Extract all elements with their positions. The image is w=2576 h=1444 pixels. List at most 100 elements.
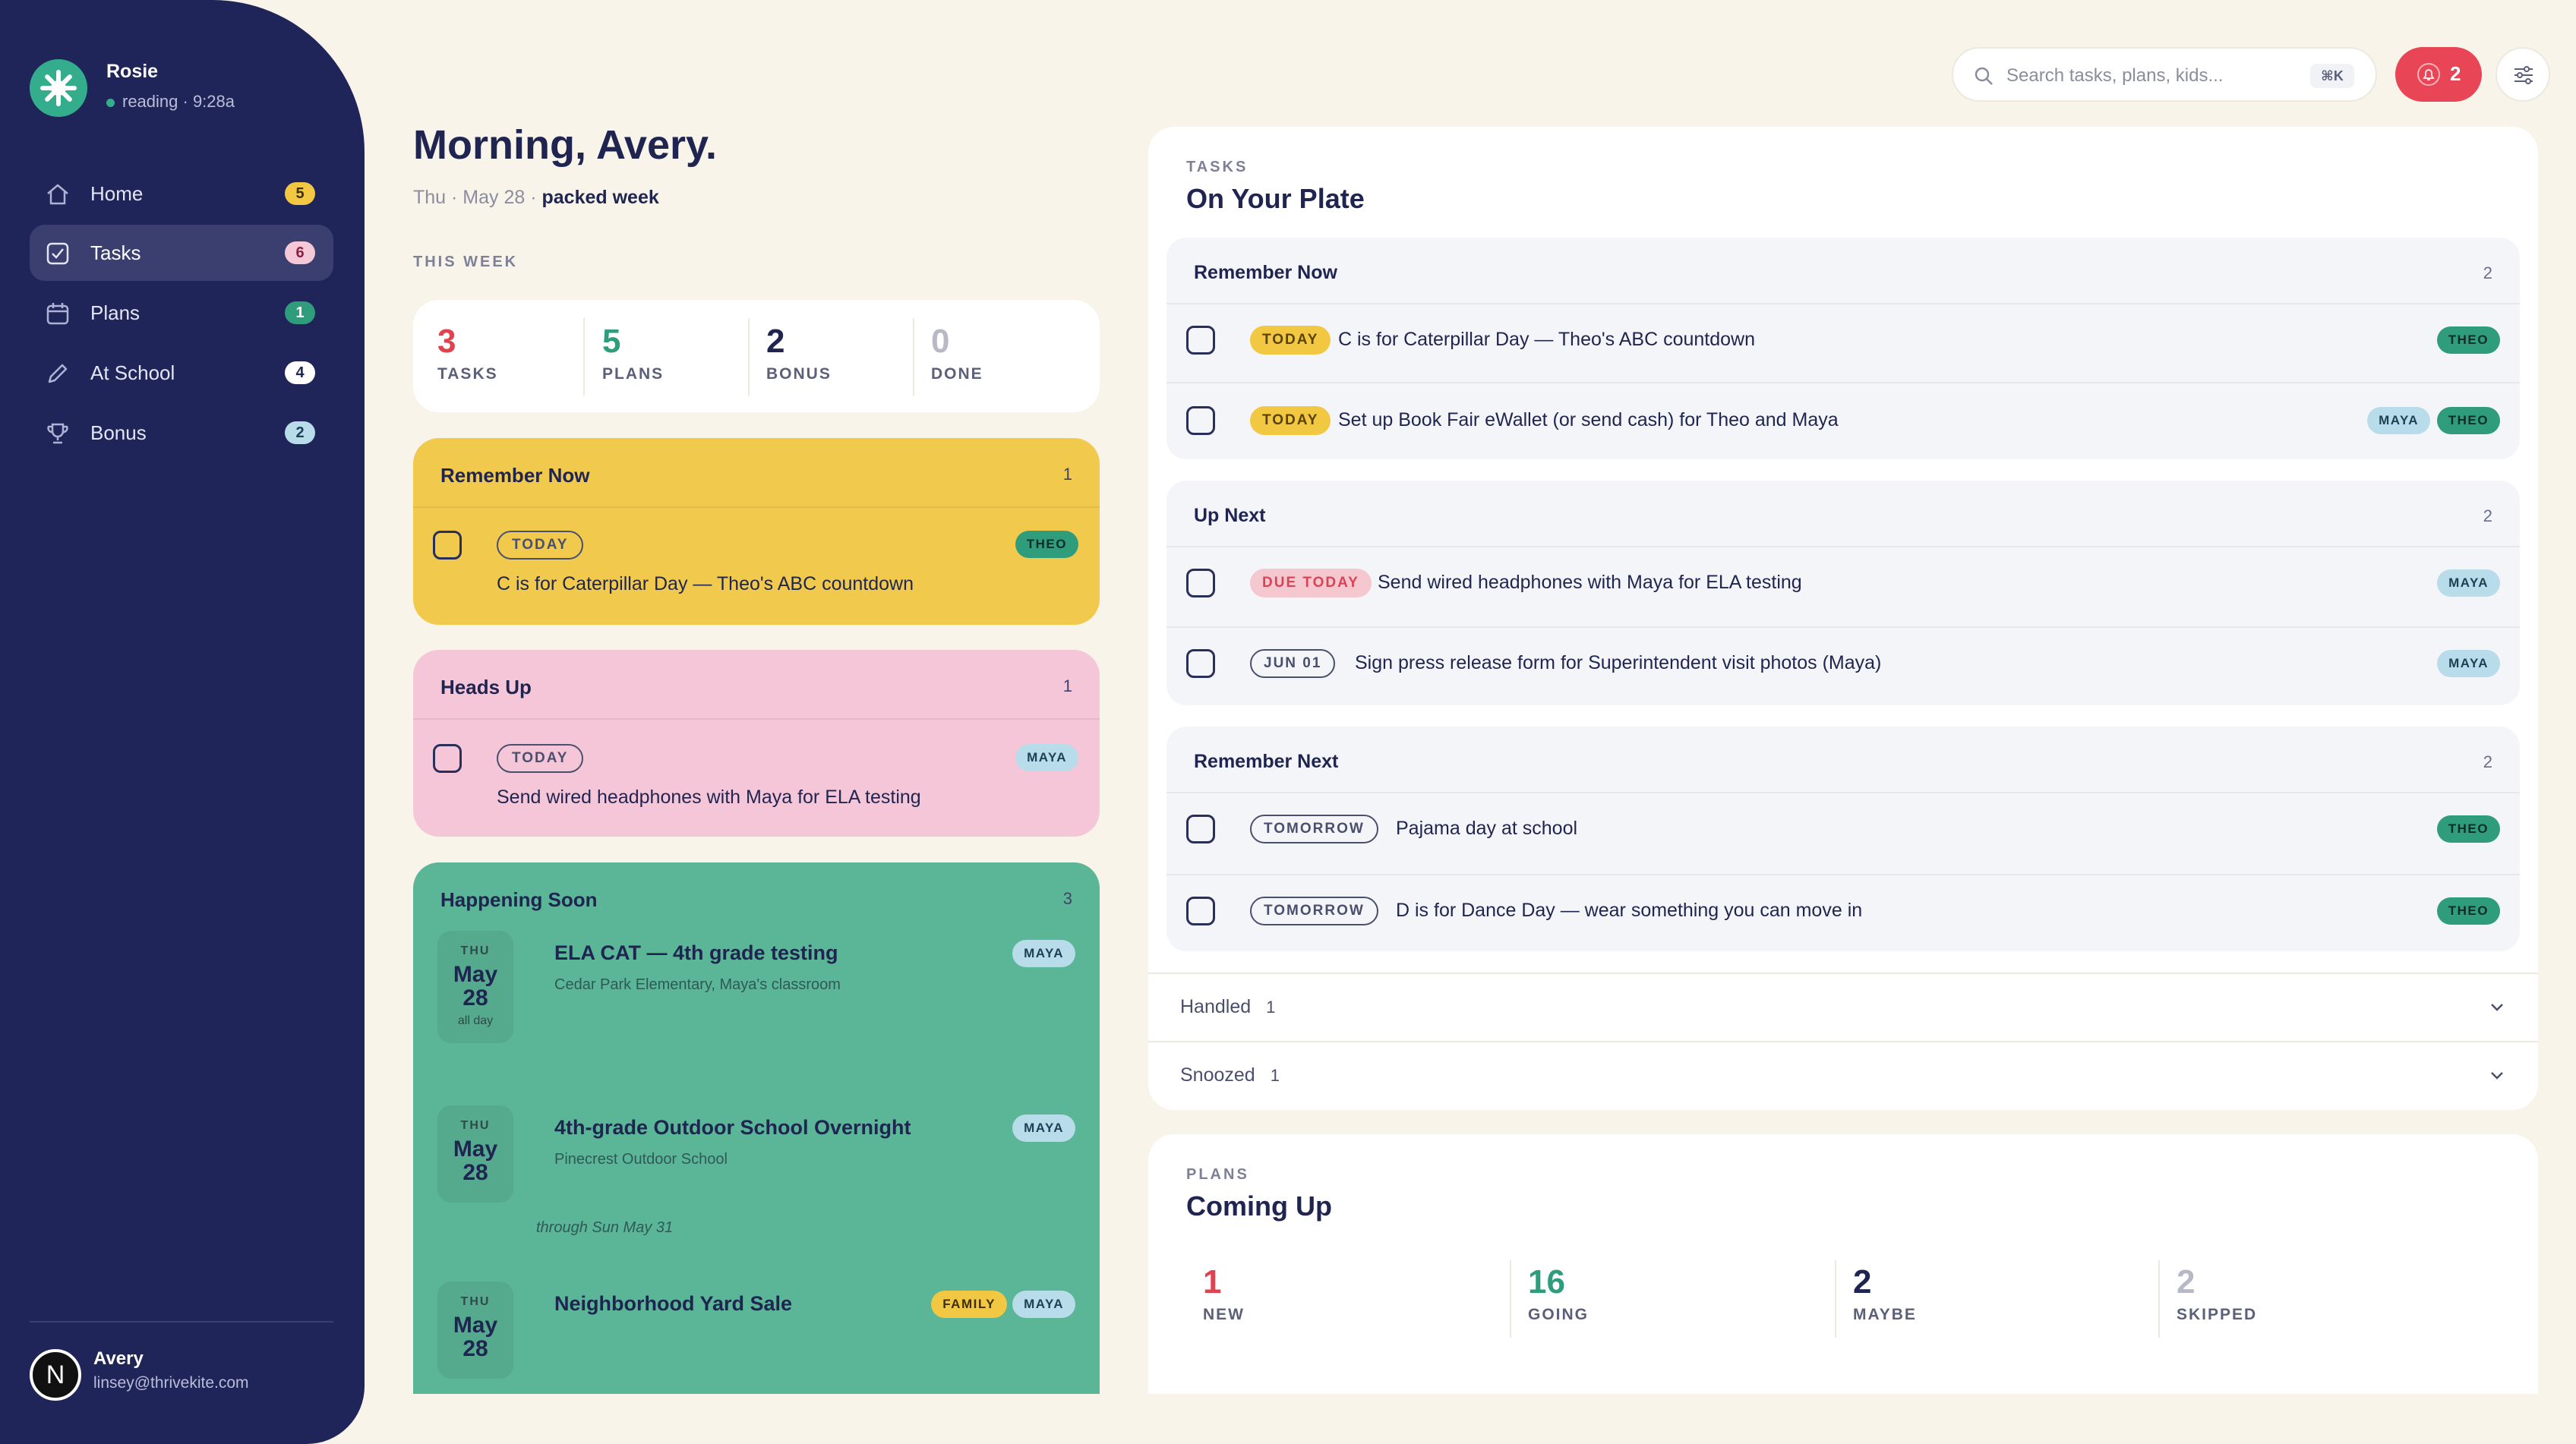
plan-stat-skipped[interactable]: 2 SKIPPED [2177, 1263, 2257, 1324]
task-text[interactable]: C is for Caterpillar Day — Theo's ABC co… [1338, 329, 1755, 350]
filter-button[interactable] [2496, 47, 2550, 102]
event-title: 4th-grade Outdoor School Overnight [554, 1116, 911, 1139]
task-text[interactable]: Send wired headphones with Maya for ELA … [497, 787, 921, 808]
task-text[interactable]: Set up Book Fair eWallet (or send cash) … [1338, 409, 1839, 430]
online-dot-icon [106, 98, 115, 107]
kid-tag-theo: THEO [2436, 815, 2500, 843]
search-placeholder: Search tasks, plans, kids... [2006, 65, 2224, 86]
task-checkbox[interactable] [1186, 326, 1215, 355]
kid-tag-family: FAMILY [931, 1291, 1007, 1318]
account-email: linsey@thrivekite.com [93, 1374, 249, 1392]
nav-count-badge: 2 [285, 421, 315, 444]
task-checkbox[interactable] [433, 744, 462, 773]
happening-soon-card: Happening Soon 3 THU May 28 all day ELA … [413, 862, 1100, 1394]
handled-row[interactable]: Handled 1 [1180, 996, 1275, 1018]
event-item[interactable]: THU May 28 all day ELA CAT — 4th grade t… [413, 931, 1100, 1090]
chevron-down-icon[interactable] [2488, 1066, 2506, 1084]
event-month: May [453, 962, 498, 987]
event-day: 28 [462, 985, 488, 1010]
nav-item-plans[interactable]: Plans 1 [30, 285, 333, 341]
kid-tag-theo: THEO [2436, 326, 2500, 354]
task-text[interactable]: Sign press release form for Superintende… [1355, 652, 1882, 673]
task-checkbox[interactable] [1186, 649, 1215, 678]
row-divider [1166, 382, 2520, 383]
greeting-subtitle: Thu · May 28 · packed week [413, 187, 659, 209]
avatar[interactable]: N [30, 1349, 81, 1401]
stat-plans[interactable]: 5 PLANS [602, 323, 664, 383]
divider [1148, 973, 2538, 974]
user-name: Rosie [106, 61, 159, 82]
chevron-down-icon[interactable] [2488, 998, 2506, 1016]
panel-eyebrow: TASKS [1186, 159, 1249, 175]
stat-number: 16 [1528, 1263, 1565, 1301]
nav-item-home[interactable]: Home 5 [30, 166, 333, 222]
stat-number: 2 [766, 323, 785, 360]
stat-number: 0 [931, 323, 950, 360]
event-date: THU May 28 [437, 1282, 513, 1379]
event-item[interactable]: THU May 28 Neighborhood Yard Sale FAMILY… [413, 1282, 1100, 1394]
starburst-icon [40, 70, 77, 106]
group-count: 2 [2483, 752, 2492, 771]
snoozed-count: 1 [1270, 1066, 1280, 1085]
event-title: ELA CAT — 4th grade testing [554, 941, 838, 964]
plan-stat-new[interactable]: 1 NEW [1203, 1263, 1245, 1324]
task-text[interactable]: Send wired headphones with Maya for ELA … [1378, 572, 1802, 593]
bell-icon [2417, 63, 2440, 86]
home-icon [47, 184, 68, 205]
group-count: 2 [2483, 506, 2492, 525]
task-text[interactable]: C is for Caterpillar Day — Theo's ABC co… [497, 573, 914, 594]
search-input[interactable]: Search tasks, plans, kids... ⌘K [1952, 47, 2377, 102]
account-name: Avery [93, 1348, 144, 1369]
event-dow: THU [460, 1119, 491, 1132]
group-title: Remember Next [1194, 751, 1339, 772]
notifications-button[interactable]: 2 [2395, 47, 2482, 102]
plan-stat-going[interactable]: 16 GOING [1528, 1263, 1589, 1324]
task-checkbox[interactable] [1186, 406, 1215, 435]
nav-item-tasks[interactable]: Tasks 6 [30, 225, 333, 281]
due-pill: JUN 01 [1250, 649, 1336, 678]
handled-count: 1 [1266, 998, 1276, 1017]
stat-bonus[interactable]: 2 BONUS [766, 323, 832, 383]
plan-stat-maybe[interactable]: 2 MAYBE [1853, 1263, 1917, 1324]
event-date: THU May 28 [437, 1105, 513, 1203]
task-text[interactable]: Pajama day at school [1396, 818, 1578, 839]
event-item[interactable]: THU May 28 4th-grade Outdoor School Over… [413, 1105, 1100, 1257]
group-title: Up Next [1194, 505, 1266, 526]
nav-count-badge: 5 [285, 182, 315, 205]
kid-tag-maya: MAYA [1012, 940, 1075, 967]
stat-divider [2158, 1260, 2160, 1338]
this-week-stats: 3 TASKS 5 PLANS 2 BONUS 0 DONE [413, 300, 1100, 412]
task-text[interactable]: D is for Dance Day — wear something you … [1396, 900, 1863, 921]
notifications-count: 2 [2450, 62, 2461, 85]
panel-title: Coming Up [1186, 1190, 1332, 1222]
kid-tag-maya: MAYA [1012, 1291, 1075, 1318]
event-date: THU May 28 all day [437, 931, 513, 1043]
task-group-remember-next: Remember Next 2 TOMORROW Pajama day at s… [1166, 727, 2520, 951]
task-checkbox[interactable] [1186, 569, 1215, 597]
stat-label: MAYBE [1853, 1306, 1917, 1323]
kid-tag-maya: MAYA [2437, 650, 2500, 677]
nav-label: Plans [90, 301, 140, 324]
task-checkbox[interactable] [1186, 815, 1215, 843]
search-shortcut: ⌘K [2310, 64, 2354, 88]
stat-number: 2 [1853, 1263, 1872, 1301]
stat-tasks[interactable]: 3 TASKS [437, 323, 498, 383]
snoozed-row[interactable]: Snoozed 1 [1180, 1064, 1280, 1086]
stat-number: 2 [2177, 1263, 2196, 1301]
plans-panel: PLANS Coming Up 1 NEW 16 GOING 2 MAYBE 2… [1148, 1134, 2538, 1394]
nav-count-badge: 1 [285, 301, 315, 324]
nav-count-badge: 4 [285, 361, 315, 384]
group-divider [1166, 303, 2520, 304]
nav-item-bonus[interactable]: Bonus 2 [30, 405, 333, 461]
stat-divider [583, 318, 585, 396]
task-checkbox[interactable] [433, 531, 462, 560]
stat-label: NEW [1203, 1306, 1245, 1323]
task-group-remember-now: Remember Now 2 TODAY C is for Caterpilla… [1166, 238, 2520, 459]
stat-done[interactable]: 0 DONE [931, 323, 983, 383]
stat-label: SKIPPED [2177, 1306, 2258, 1323]
nav-item-at-school[interactable]: At School 4 [30, 345, 333, 401]
stat-number: 1 [1203, 1263, 1222, 1301]
task-checkbox[interactable] [1186, 897, 1215, 925]
nav-label: At School [90, 361, 175, 384]
stat-label: PLANS [602, 365, 665, 383]
